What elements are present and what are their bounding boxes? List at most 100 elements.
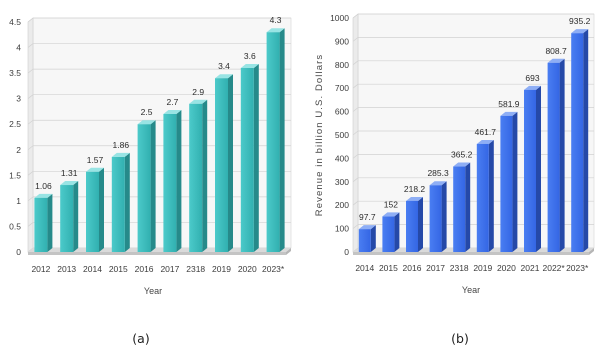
bar-front [429, 185, 442, 252]
bar [215, 74, 233, 252]
y-tick-label: 100 [335, 224, 349, 234]
gridline-side [27, 94, 34, 99]
data-label: 152 [384, 199, 398, 209]
bar-top [406, 196, 423, 201]
y-axis-title-b: Revenue in billion U.S. Dollars [314, 54, 325, 216]
bar-side [47, 193, 53, 252]
data-label: 1.06 [35, 181, 52, 191]
y-tick-label: 0.5 [9, 221, 21, 231]
bar [163, 110, 182, 252]
data-label: 461.7 [475, 127, 497, 137]
y-tick-label: 200 [335, 200, 349, 210]
bar-side [536, 85, 541, 252]
bar-front [163, 114, 177, 252]
bar-top [476, 139, 494, 144]
gridline-side [27, 17, 34, 23]
y-tick-label: 700 [335, 83, 349, 93]
bar-side [418, 196, 423, 252]
bar-front [571, 33, 584, 252]
bar-top [453, 162, 471, 167]
y-tick-label: 400 [335, 153, 349, 163]
bar-side [583, 29, 589, 252]
y-tick-label: 800 [335, 60, 349, 70]
bar-side [176, 110, 182, 252]
gridline-side [352, 200, 359, 206]
bar-front [189, 103, 203, 252]
data-label: 581.9 [498, 99, 520, 109]
y-tick-label: 1.5 [9, 170, 21, 180]
x-tick-label: 2015 [109, 264, 128, 274]
x-tick-label: 2019 [473, 263, 492, 273]
chart-a: 0 0.5 1 1.5 2 2.5 3 3.5 4 4.5 1.06 2012 1.31 2013 1.57… [9, 15, 292, 346]
bar-front [382, 216, 395, 252]
data-label: 2.7 [166, 97, 178, 107]
data-label: 1.31 [61, 168, 78, 178]
bar [266, 28, 285, 252]
floor-edge [28, 252, 286, 255]
y-tick-label: 2 [16, 145, 21, 155]
bar-top [358, 225, 376, 230]
bar-top [137, 120, 156, 125]
y-tick-label: 2.5 [9, 119, 21, 129]
bar-side [228, 74, 233, 252]
caption-b: (b) [451, 331, 469, 346]
x-axis-title-b: Year [462, 285, 480, 295]
gridline-side [27, 171, 34, 176]
bar [189, 99, 208, 253]
bar [571, 29, 589, 252]
bar [547, 58, 565, 253]
bar-side [150, 120, 156, 252]
bar [524, 85, 541, 252]
bar-front [476, 143, 489, 252]
x-tick-label: 2318 [186, 264, 205, 274]
y-tick-label: 1000 [330, 13, 349, 23]
bar [111, 152, 130, 252]
bar-top [240, 64, 259, 68]
bar-top [547, 58, 565, 63]
gridline-side [352, 37, 359, 42]
x-tick-label: 2016 [135, 264, 154, 274]
bar [60, 181, 79, 252]
x-tick-label: 2021 [521, 263, 540, 273]
x-tick-label: 2015 [379, 263, 398, 273]
y-tick-label: 900 [335, 36, 349, 46]
y-tick-label: 4 [16, 43, 21, 53]
bar-front [524, 89, 536, 252]
bar-top [524, 85, 541, 90]
x-axis-title-a: Year [144, 286, 162, 296]
gridline-side [352, 154, 359, 159]
bar-front [215, 78, 228, 252]
y-tick-label: 4.5 [9, 17, 21, 27]
bar-side [253, 64, 259, 252]
bar-side [441, 181, 447, 252]
bar-side [202, 99, 208, 253]
bar-top [571, 29, 589, 34]
bar [240, 64, 259, 252]
y-tick-label: 600 [335, 107, 349, 117]
x-tick-label: 2022* [542, 263, 565, 273]
bar [34, 193, 53, 252]
y-tick-label: 0 [344, 247, 349, 257]
x-tick-label: 2023* [262, 264, 285, 274]
y-tick-label: 3 [16, 94, 21, 104]
bar-front [86, 171, 99, 252]
bar-front [240, 68, 254, 252]
y-tick-label: 300 [335, 177, 349, 187]
gridline-side [352, 130, 359, 136]
data-label: 2.5 [141, 107, 153, 117]
bar-front [60, 185, 74, 252]
bar-side [73, 181, 79, 252]
chart-b: 0 100 200 300 400 500 600 700 800 900 1000 97.7 2014… [314, 13, 595, 346]
data-label: 3.4 [218, 61, 230, 71]
bar-top [111, 152, 130, 157]
bar-top [189, 99, 208, 104]
data-label: 1.86 [113, 140, 130, 150]
gridline-side [352, 224, 359, 229]
data-label: 3.6 [244, 51, 256, 61]
data-label: 97.7 [359, 212, 376, 222]
side-wall [27, 17, 34, 253]
x-tick-label: 2020 [238, 264, 257, 274]
bar [453, 162, 471, 252]
